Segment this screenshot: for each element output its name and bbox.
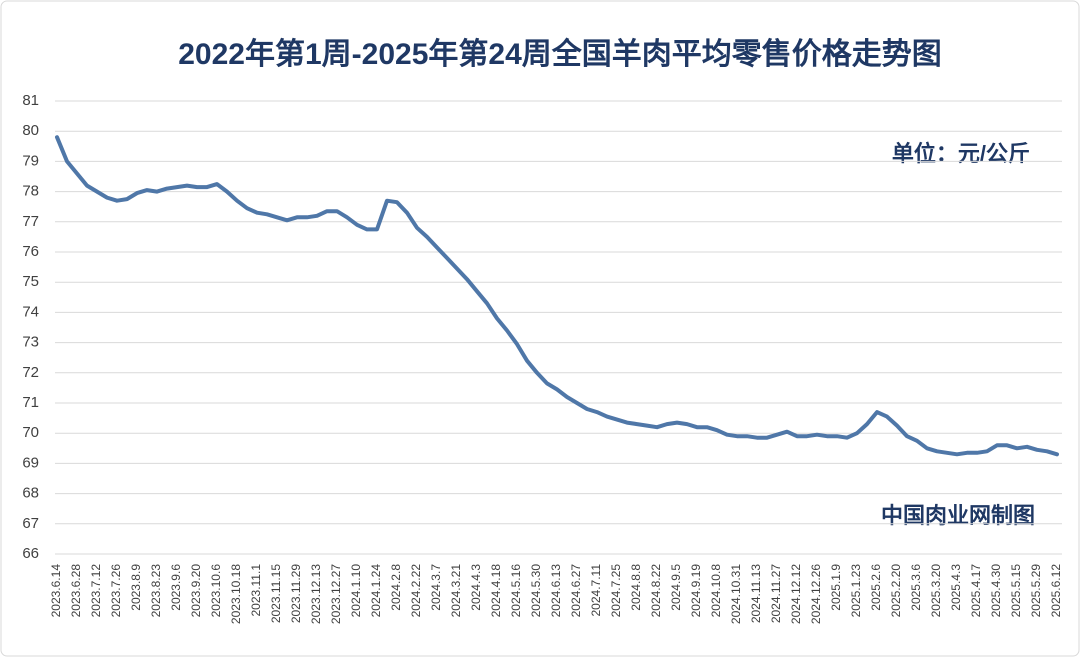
- x-tick-label: 2024.6.27: [569, 564, 583, 618]
- x-tick-label: 2024.11.13: [749, 564, 763, 623]
- x-tick-label: 2025.4.3: [949, 564, 963, 611]
- y-tick-label: 79: [22, 152, 39, 169]
- x-tick-label: 2023.6.28: [69, 564, 83, 618]
- x-tick-label: 2025.6.12: [1049, 564, 1063, 618]
- y-tick-label: 70: [22, 424, 39, 441]
- x-tick-label: 2024.1.10: [349, 564, 363, 618]
- x-tick-label: 2023.12.27: [329, 564, 343, 624]
- x-tick-label: 2023.9.20: [189, 564, 203, 618]
- x-tick-label: 2025.1.9: [829, 564, 843, 611]
- x-tick-label: 2025.3.6: [909, 564, 923, 611]
- x-tick-label: 2023.12.13: [309, 564, 323, 624]
- y-tick-label: 71: [22, 394, 39, 411]
- x-tick-label: 2024.12.12: [789, 564, 803, 624]
- x-tick-label: 2024.7.25: [609, 564, 623, 618]
- x-tick-label: 2024.11.27: [769, 564, 783, 623]
- x-tick-label: 2023.10.6: [209, 564, 223, 618]
- x-tick-label: 2024.8.8: [629, 564, 643, 611]
- x-tick-label: 2025.3.20: [929, 564, 943, 618]
- y-tick-label: 72: [22, 364, 39, 381]
- x-tick-label: 2023.10.18: [229, 564, 243, 624]
- line-series: [55, 135, 1059, 457]
- x-tick-label: 2023.11.1: [249, 564, 263, 617]
- x-tick-label: 2025.4.30: [989, 564, 1003, 618]
- x-tick-label: 2024.10.8: [709, 564, 723, 618]
- x-tick-label: 2025.5.29: [1029, 564, 1043, 618]
- x-tick-label: 2024.3.21: [449, 564, 463, 618]
- x-tick-label: 2024.12.26: [809, 564, 823, 624]
- x-tick-label: 2023.8.23: [149, 564, 163, 618]
- x-tick-label: 2024.9.5: [669, 564, 683, 611]
- x-tick-label: 2024.4.18: [489, 564, 503, 618]
- unit-note: 单位：元/公斤: [892, 141, 1030, 166]
- x-tick-label: 2024.5.30: [529, 564, 543, 618]
- x-tick-label: 2023.7.12: [89, 564, 103, 618]
- x-tick-label: 2023.6.14: [49, 564, 63, 618]
- y-tick-label: 81: [22, 92, 39, 109]
- y-tick-label: 74: [22, 303, 39, 320]
- x-tick-label: 2024.3.7: [429, 564, 443, 611]
- y-tick-label: 78: [22, 183, 39, 200]
- x-tick-label: 2023.11.29: [289, 564, 303, 623]
- x-tick-label: 2025.1.23: [849, 564, 863, 618]
- x-tick-label: 2024.2.8: [389, 564, 403, 611]
- x-tick-label: 2023.11.15: [269, 564, 283, 623]
- y-tick-label: 75: [22, 273, 39, 290]
- y-tick-label: 77: [22, 213, 39, 230]
- y-tick-label: 73: [22, 334, 39, 351]
- x-tick-label: 2025.2.20: [889, 564, 903, 618]
- x-tick-label: 2024.2.22: [409, 564, 423, 618]
- x-tick-label: 2024.5.16: [509, 564, 523, 618]
- y-tick-label: 68: [22, 485, 39, 502]
- x-tick-label: 2023.8.9: [129, 564, 143, 611]
- x-tick-label: 2023.9.6: [169, 564, 183, 611]
- x-tick-label: 2024.8.22: [649, 564, 663, 618]
- x-tick-label: 2025.5.15: [1009, 564, 1023, 618]
- x-tick-label: 2024.10.31: [729, 564, 743, 624]
- x-tick-label: 2025.2.6: [869, 564, 883, 611]
- x-tick-label: 2025.4.17: [969, 564, 983, 618]
- y-tick-label: 76: [22, 243, 39, 260]
- y-tick-label: 67: [22, 515, 39, 532]
- x-tick-label: 2024.7.11: [589, 564, 603, 617]
- x-tick-label: 2024.6.13: [549, 564, 563, 618]
- y-tick-label: 80: [22, 122, 39, 139]
- x-tick-label: 2023.7.26: [109, 564, 123, 618]
- x-tick-label: 2024.1.24: [369, 564, 383, 618]
- x-tick-label: 2024.9.19: [689, 564, 703, 618]
- y-tick-label: 69: [22, 454, 39, 471]
- y-tick-label: 66: [22, 545, 39, 562]
- x-tick-label: 2024.4.3: [469, 564, 483, 611]
- chart-title: 2022年第1周-2025年第24周全国羊肉平均零售价格走势图: [178, 37, 942, 71]
